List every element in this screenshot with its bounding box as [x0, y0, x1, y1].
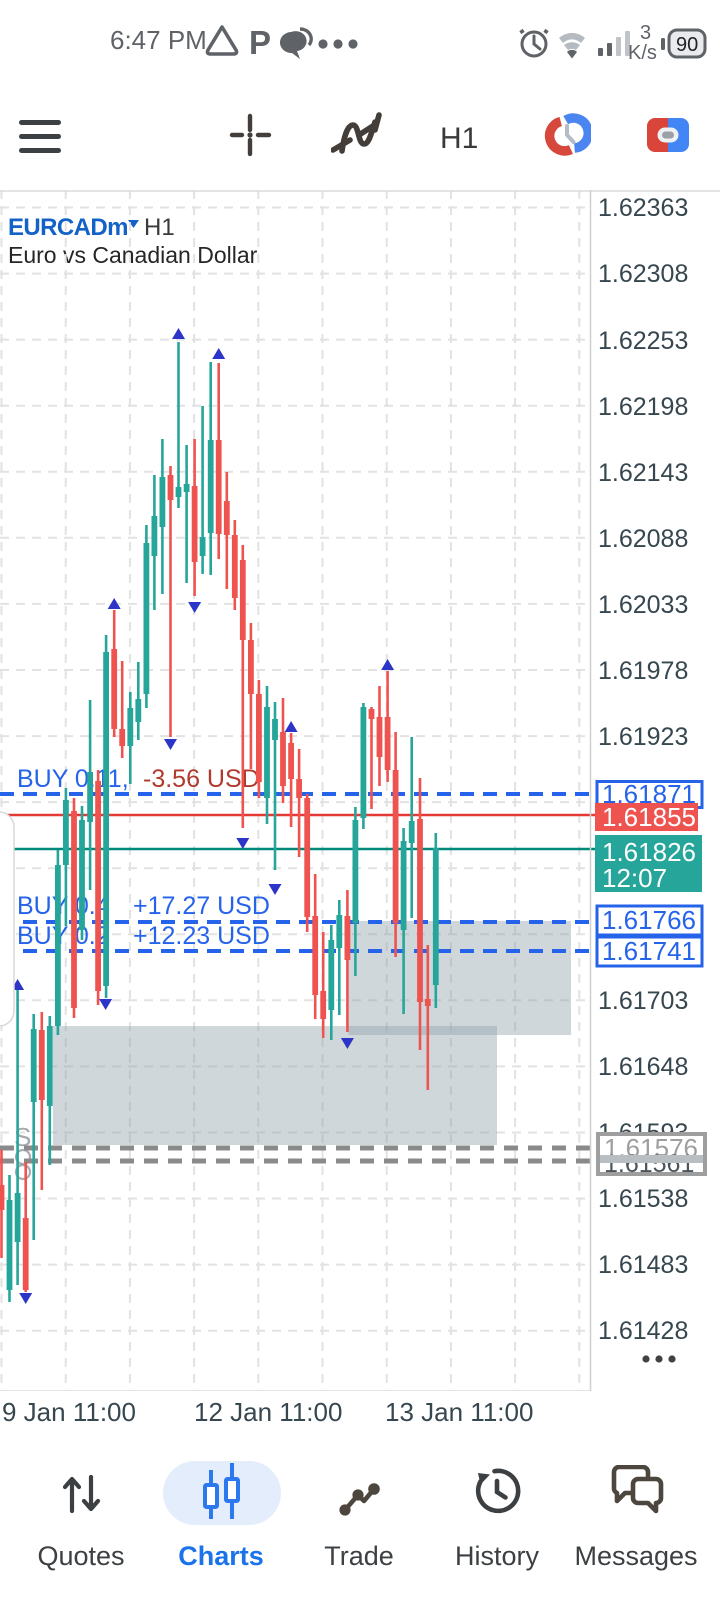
svg-text:1.61978: 1.61978: [598, 657, 688, 685]
svg-text:BUY 0.4: BUY 0.4: [17, 892, 110, 920]
svg-text:1.62308: 1.62308: [598, 260, 688, 288]
svg-text:K/s: K/s: [628, 42, 657, 64]
svg-text:BUY 0.11,: BUY 0.11,: [17, 765, 129, 793]
svg-text:1.61741: 1.61741: [602, 936, 696, 966]
svg-text:H1: H1: [144, 214, 175, 241]
svg-text:1.61428: 1.61428: [598, 1317, 688, 1345]
svg-text:1.62363: 1.62363: [598, 194, 688, 222]
svg-text:90: 90: [676, 34, 698, 56]
svg-text:Euro vs Canadian Dollar: Euro vs Canadian Dollar: [8, 242, 258, 268]
svg-text:P: P: [249, 24, 271, 61]
svg-text:1.61538: 1.61538: [598, 1185, 688, 1213]
svg-text:1.62253: 1.62253: [598, 327, 688, 355]
svg-text:+17.27 USD: +17.27 USD: [133, 892, 270, 920]
svg-text:1.61826: 1.61826: [602, 837, 696, 867]
svg-text:1.62143: 1.62143: [598, 459, 688, 487]
svg-text:1.61648: 1.61648: [598, 1053, 688, 1081]
svg-text:1.61703: 1.61703: [598, 987, 688, 1015]
svg-text:1.61561: 1.61561: [604, 1150, 694, 1178]
svg-text:1.61483: 1.61483: [598, 1251, 688, 1279]
svg-text:1.62033: 1.62033: [598, 591, 688, 619]
svg-text:-3.56 USD: -3.56 USD: [143, 765, 260, 793]
svg-text:1.61923: 1.61923: [598, 723, 688, 751]
svg-text:1.62198: 1.62198: [598, 393, 688, 421]
svg-text:1.62088: 1.62088: [598, 525, 688, 553]
svg-text:+12.23 USD: +12.23 USD: [133, 922, 270, 950]
svg-text:1.61855: 1.61855: [602, 802, 696, 832]
svg-text:EURCADm: EURCADm: [8, 214, 128, 241]
svg-text:3: 3: [640, 22, 651, 44]
svg-text:1.61766: 1.61766: [602, 905, 696, 935]
svg-text:BUY 0.2: BUY 0.2: [17, 922, 110, 950]
svg-text:12:07: 12:07: [602, 863, 667, 893]
